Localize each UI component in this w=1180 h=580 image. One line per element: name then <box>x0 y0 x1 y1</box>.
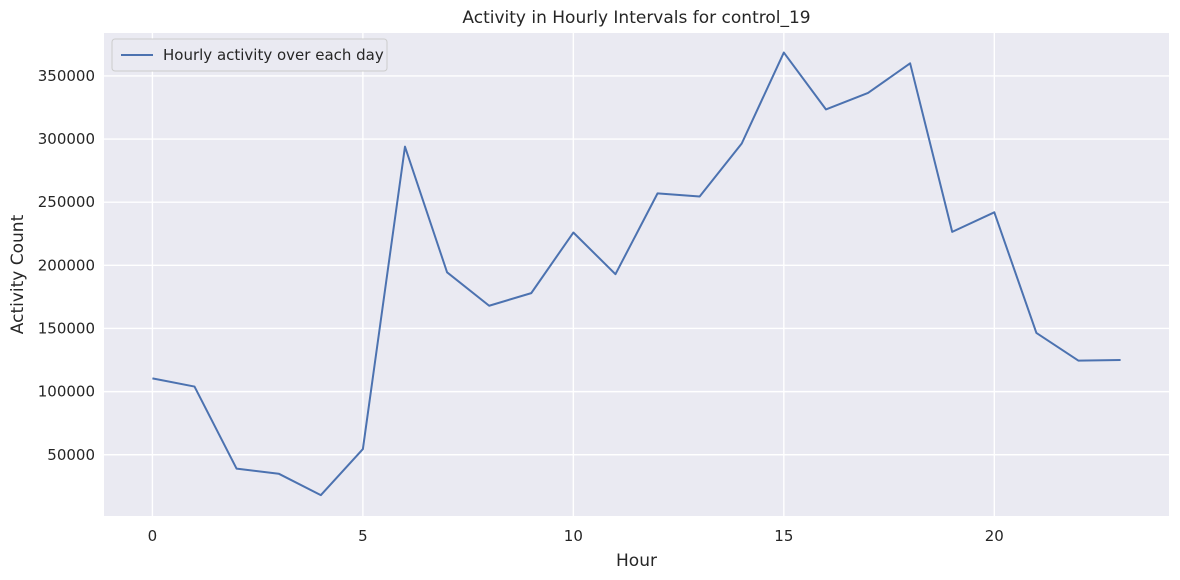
y-tick-label: 150000 <box>38 319 95 337</box>
y-tick-label: 50000 <box>47 446 95 464</box>
x-tick-labels: 0 5 10 15 20 <box>148 527 1004 545</box>
x-tick-label: 20 <box>985 527 1004 545</box>
legend-label: Hourly activity over each day <box>163 46 384 64</box>
series-line-hourly-activity <box>152 51 1121 497</box>
y-tick-label: 100000 <box>38 383 95 401</box>
y-axis-label: Activity Count <box>8 214 28 334</box>
x-tick-label: 5 <box>358 527 368 545</box>
x-tick-label: 10 <box>564 527 583 545</box>
y-tick-labels: 50000 100000 150000 200000 250000 300000 35000… <box>38 67 95 464</box>
x-tick-label: 15 <box>774 527 793 545</box>
x-axis-label: Hour <box>616 551 657 571</box>
legend: Hourly activity over each day <box>111 38 388 72</box>
y-tick-label: 300000 <box>38 130 95 148</box>
x-tick-label: 0 <box>148 527 158 545</box>
y-tick-label: 200000 <box>38 256 95 274</box>
plot-background <box>104 33 1169 516</box>
grid-lines <box>104 33 1169 516</box>
chart-title: Activity in Hourly Intervals for control… <box>462 8 810 28</box>
y-tick-label: 250000 <box>38 193 95 211</box>
y-tick-label: 350000 <box>38 67 95 85</box>
legend-box <box>111 38 388 72</box>
